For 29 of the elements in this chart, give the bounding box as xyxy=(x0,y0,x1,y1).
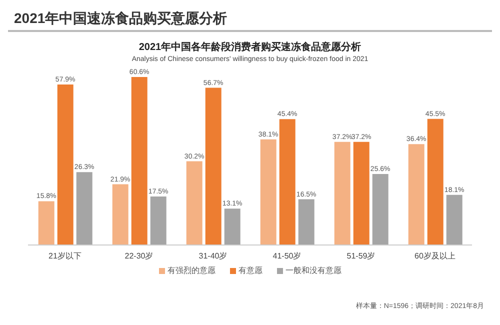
text: 2021年中国速冻食品购买意愿分析 xyxy=(8,8,492,32)
bar xyxy=(427,118,444,245)
bar xyxy=(298,199,314,245)
legend-label: 一般和没有意愿 xyxy=(284,265,342,276)
bar xyxy=(353,142,370,245)
legend-label: 有意愿 xyxy=(238,265,262,276)
bar xyxy=(446,194,462,245)
bar xyxy=(408,144,424,245)
chart-title: 2021年中国各年龄段消费者购买速冻食品意愿分析 xyxy=(138,40,362,54)
bar xyxy=(279,119,296,245)
x-tick-label: 51-59岁 xyxy=(346,252,376,261)
x-tick-label: 60岁及以上 xyxy=(414,252,456,261)
x-tick-label: 31-40岁 xyxy=(198,252,228,261)
bar xyxy=(57,84,74,245)
bar xyxy=(112,184,128,245)
x-tick-label: 21岁以下 xyxy=(48,252,82,261)
bar xyxy=(224,208,240,245)
bar xyxy=(260,139,276,245)
x-tick-label: 22-30岁 xyxy=(124,252,154,261)
bar xyxy=(372,174,388,245)
bar xyxy=(38,201,54,245)
bar xyxy=(334,142,350,245)
bar xyxy=(131,77,148,245)
bar xyxy=(76,172,92,245)
legend-label: 有强烈的意愿 xyxy=(166,265,216,276)
bar xyxy=(186,161,202,245)
x-tick-label: 41-50岁 xyxy=(272,252,302,261)
bar xyxy=(205,88,222,245)
bar xyxy=(150,196,166,245)
